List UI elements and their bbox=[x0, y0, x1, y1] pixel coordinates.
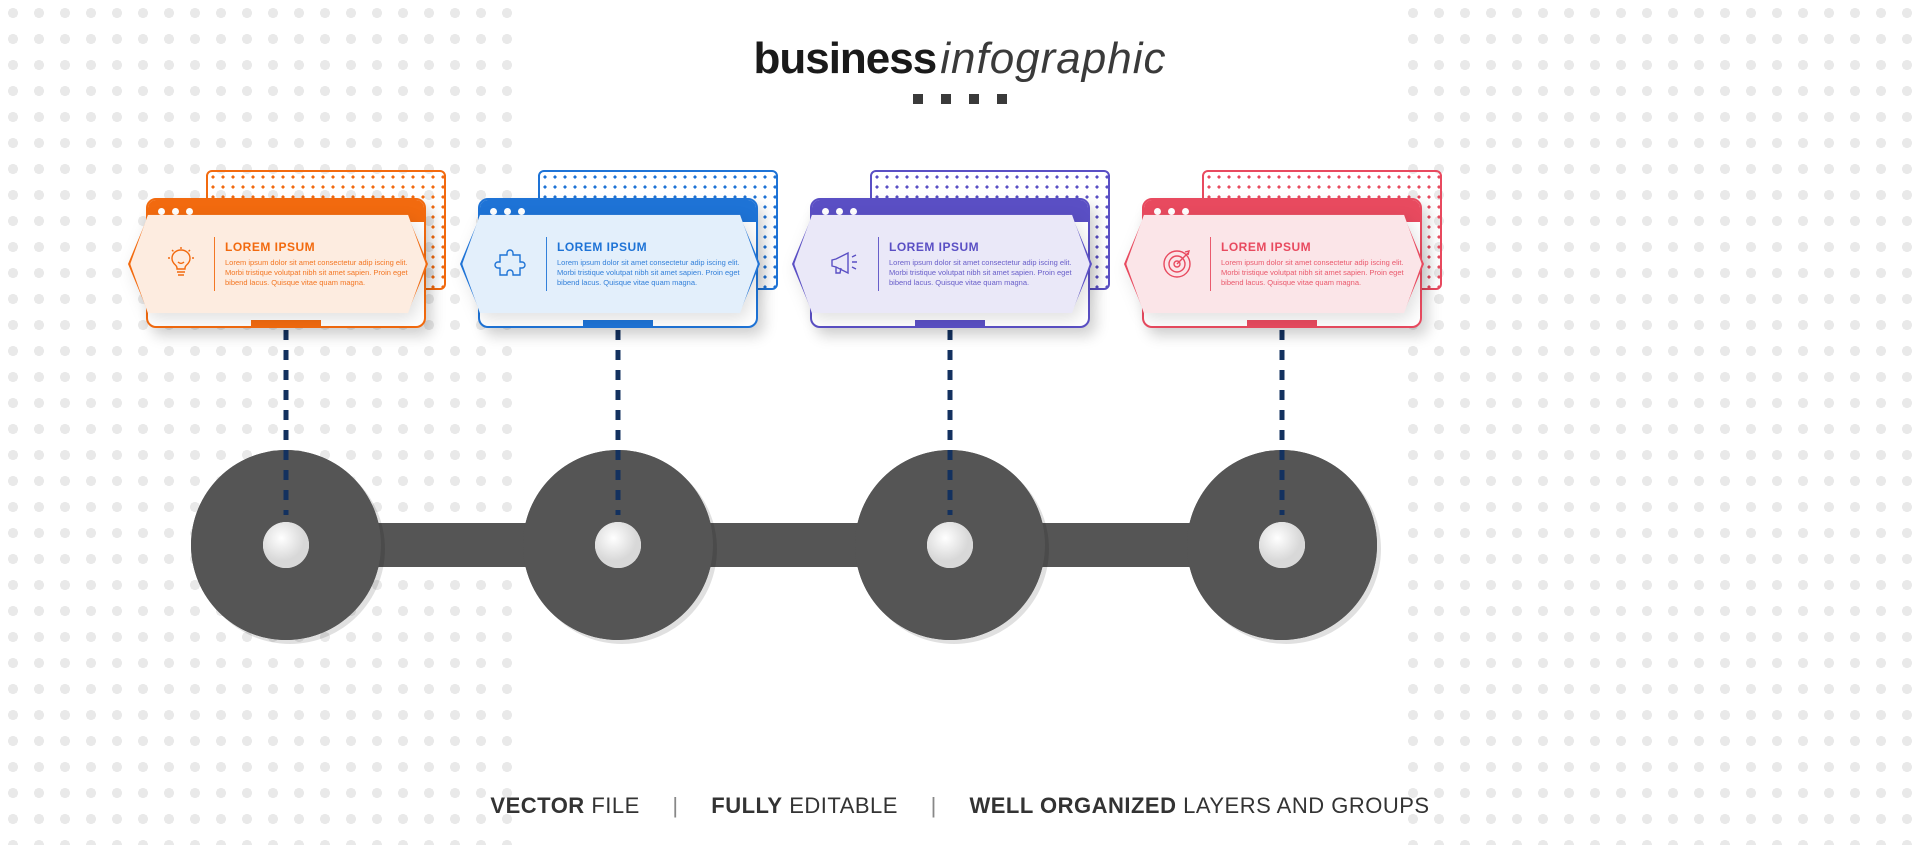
step-card-3: LOREM IPSUM Lorem ipsum dolor sit amet c… bbox=[810, 170, 1110, 350]
divider bbox=[546, 237, 547, 291]
hex-label: LOREM IPSUM Lorem ipsum dolor sit amet c… bbox=[460, 214, 760, 314]
divider bbox=[878, 237, 879, 291]
title-dots bbox=[913, 94, 1007, 104]
footer-b-bold: FULLY bbox=[711, 793, 782, 818]
footer-c-bold: WELL ORGANIZED bbox=[969, 793, 1176, 818]
step-card-1: LOREM IPSUM Lorem ipsum dolor sit amet c… bbox=[146, 170, 446, 350]
step-card-4: LOREM IPSUM Lorem ipsum dolor sit amet c… bbox=[1142, 170, 1442, 350]
divider bbox=[214, 237, 215, 291]
bg-dots-left bbox=[0, 0, 520, 845]
cards-row: LOREM IPSUM Lorem ipsum dolor sit amet c… bbox=[0, 170, 1920, 370]
footer-c-rest: LAYERS AND GROUPS bbox=[1176, 793, 1429, 818]
step-card-2: LOREM IPSUM Lorem ipsum dolor sit amet c… bbox=[478, 170, 778, 350]
hex-label: LOREM IPSUM Lorem ipsum dolor sit amet c… bbox=[1124, 214, 1424, 314]
step-title: LOREM IPSUM bbox=[1221, 240, 1404, 254]
target-icon bbox=[1150, 245, 1204, 283]
divider bbox=[1210, 237, 1211, 291]
browser-underline bbox=[251, 320, 321, 326]
step-body: Lorem ipsum dolor sit amet consectetur a… bbox=[889, 258, 1072, 288]
title-bold: business bbox=[753, 34, 936, 83]
puzzle-icon bbox=[486, 245, 540, 283]
footer-b-rest: EDITABLE bbox=[783, 793, 898, 818]
megaphone-icon bbox=[818, 245, 872, 283]
hex-label: LOREM IPSUM Lorem ipsum dolor sit amet c… bbox=[128, 214, 428, 314]
browser-underline bbox=[583, 320, 653, 326]
step-body: Lorem ipsum dolor sit amet consectetur a… bbox=[557, 258, 740, 288]
step-title: LOREM IPSUM bbox=[557, 240, 740, 254]
footer-a-bold: VECTOR bbox=[490, 793, 584, 818]
title-italic: infographic bbox=[940, 34, 1166, 83]
footer-a-rest: FILE bbox=[585, 793, 640, 818]
browser-underline bbox=[1247, 320, 1317, 326]
browser-underline bbox=[915, 320, 985, 326]
bg-dots-right bbox=[1400, 0, 1920, 845]
page-title: businessinfographic bbox=[0, 34, 1920, 84]
step-title: LOREM IPSUM bbox=[225, 240, 408, 254]
step-body: Lorem ipsum dolor sit amet consectetur a… bbox=[225, 258, 408, 288]
hex-label: LOREM IPSUM Lorem ipsum dolor sit amet c… bbox=[792, 214, 1092, 314]
footer-line: VECTOR FILE | FULLY EDITABLE | WELL ORGA… bbox=[0, 793, 1920, 819]
step-title: LOREM IPSUM bbox=[889, 240, 1072, 254]
lightbulb-icon bbox=[154, 245, 208, 283]
step-body: Lorem ipsum dolor sit amet consectetur a… bbox=[1221, 258, 1404, 288]
